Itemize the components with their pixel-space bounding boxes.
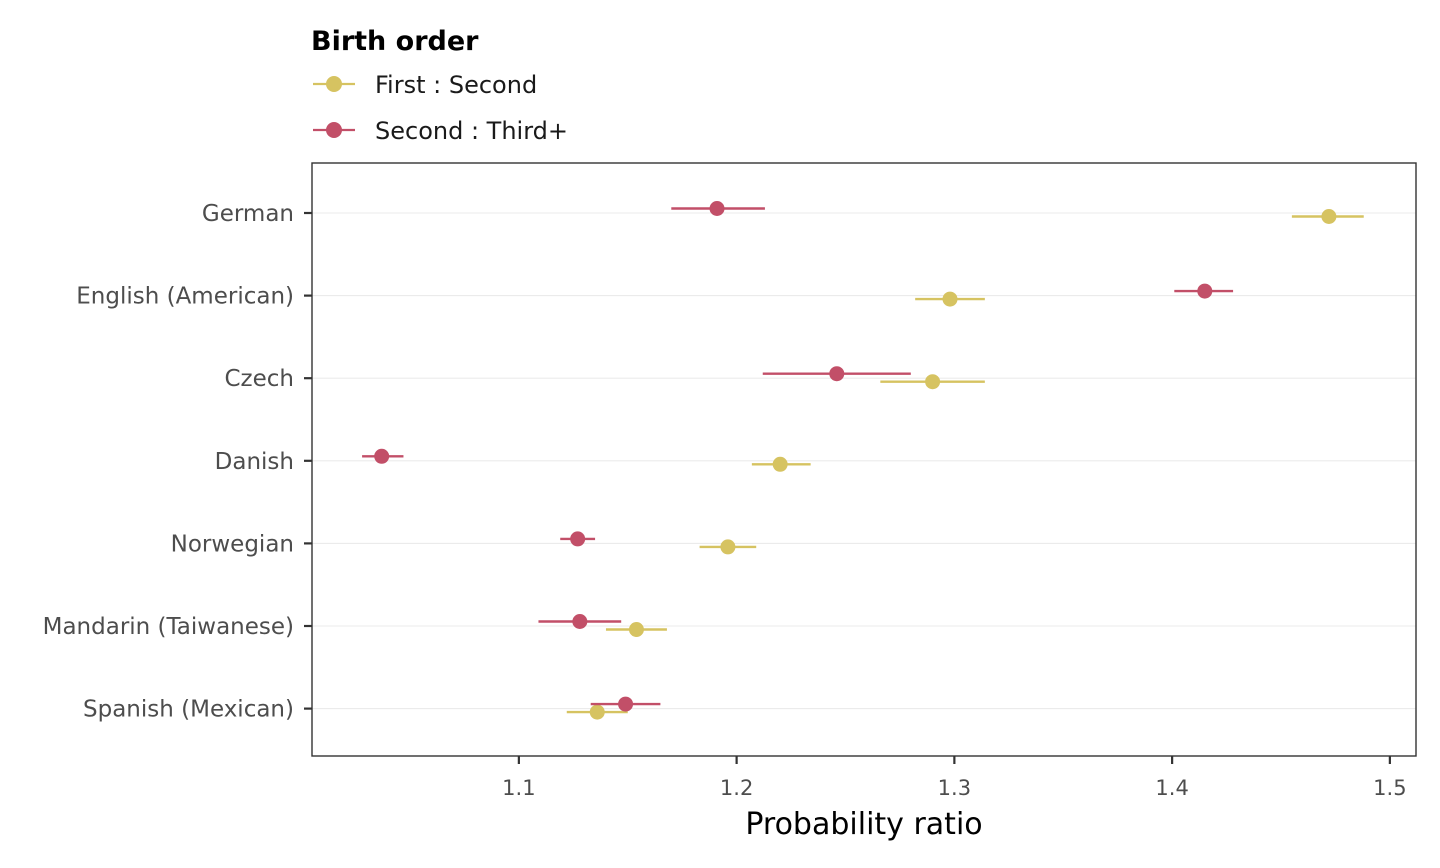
x-tick-label-1-4: 1.4 (1155, 776, 1188, 800)
legend-title: Birth order (311, 26, 479, 57)
point-second-third-norwegian (570, 531, 586, 547)
point-first-second-czech (925, 374, 941, 390)
x-tick-label-1-2: 1.2 (720, 776, 753, 800)
gridlines (312, 212, 1416, 710)
x-tick-label-1-1: 1.1 (502, 776, 535, 800)
point-first-second-mandarin-taiwanese (628, 622, 644, 637)
point-second-third-english-american (1197, 283, 1213, 299)
y-tick-label-german: German (202, 201, 294, 227)
point-first-second-spanish-mexican (589, 704, 605, 720)
point-second-third-german (709, 201, 725, 216)
legend-label-second-third: Second : Third+ (375, 117, 568, 145)
x-axis: 1.1 1.2 1.3 1.4 1.5 (502, 756, 1407, 800)
plot-panel-border (311, 162, 1417, 757)
legend-label-first-second: First : Second (375, 71, 537, 99)
point-second-third-mandarin-taiwanese (572, 614, 588, 629)
x-axis-title: Probability ratio (745, 807, 982, 842)
legend-key-dot-first-second (326, 76, 342, 92)
point-first-second-english-american (942, 291, 958, 307)
legend-item-second-third: Second : Third+ (313, 117, 568, 145)
legend: Birth order First : Second Second : Thir… (311, 26, 568, 145)
point-second-third-spanish-mexican (618, 696, 634, 712)
legend-item-first-second: First : Second (313, 71, 537, 99)
point-second-third-czech (829, 366, 845, 382)
point-first-second-danish (772, 456, 788, 472)
data-marks (362, 201, 1364, 720)
point-first-second-norwegian (720, 539, 736, 555)
y-tick-label-norwegian: Norwegian (171, 531, 294, 557)
y-axis: German English (American) Czech Danish Norwe… (43, 201, 312, 723)
point-first-second-german (1321, 209, 1337, 224)
y-tick-label-czech: Czech (224, 366, 294, 392)
x-tick-label-1-5: 1.5 (1373, 776, 1406, 800)
y-tick-label-english-american: English (American) (76, 284, 294, 310)
y-tick-label-spanish-mexican: Spanish (Mexican) (83, 697, 294, 723)
legend-key-dot-second-third (326, 122, 342, 138)
point-second-third-danish (374, 448, 390, 464)
x-tick-label-1-3: 1.3 (938, 776, 971, 800)
y-tick-label-danish: Danish (215, 449, 294, 475)
y-tick-label-mandarin-taiwanese: Mandarin (Taiwanese) (43, 614, 294, 640)
